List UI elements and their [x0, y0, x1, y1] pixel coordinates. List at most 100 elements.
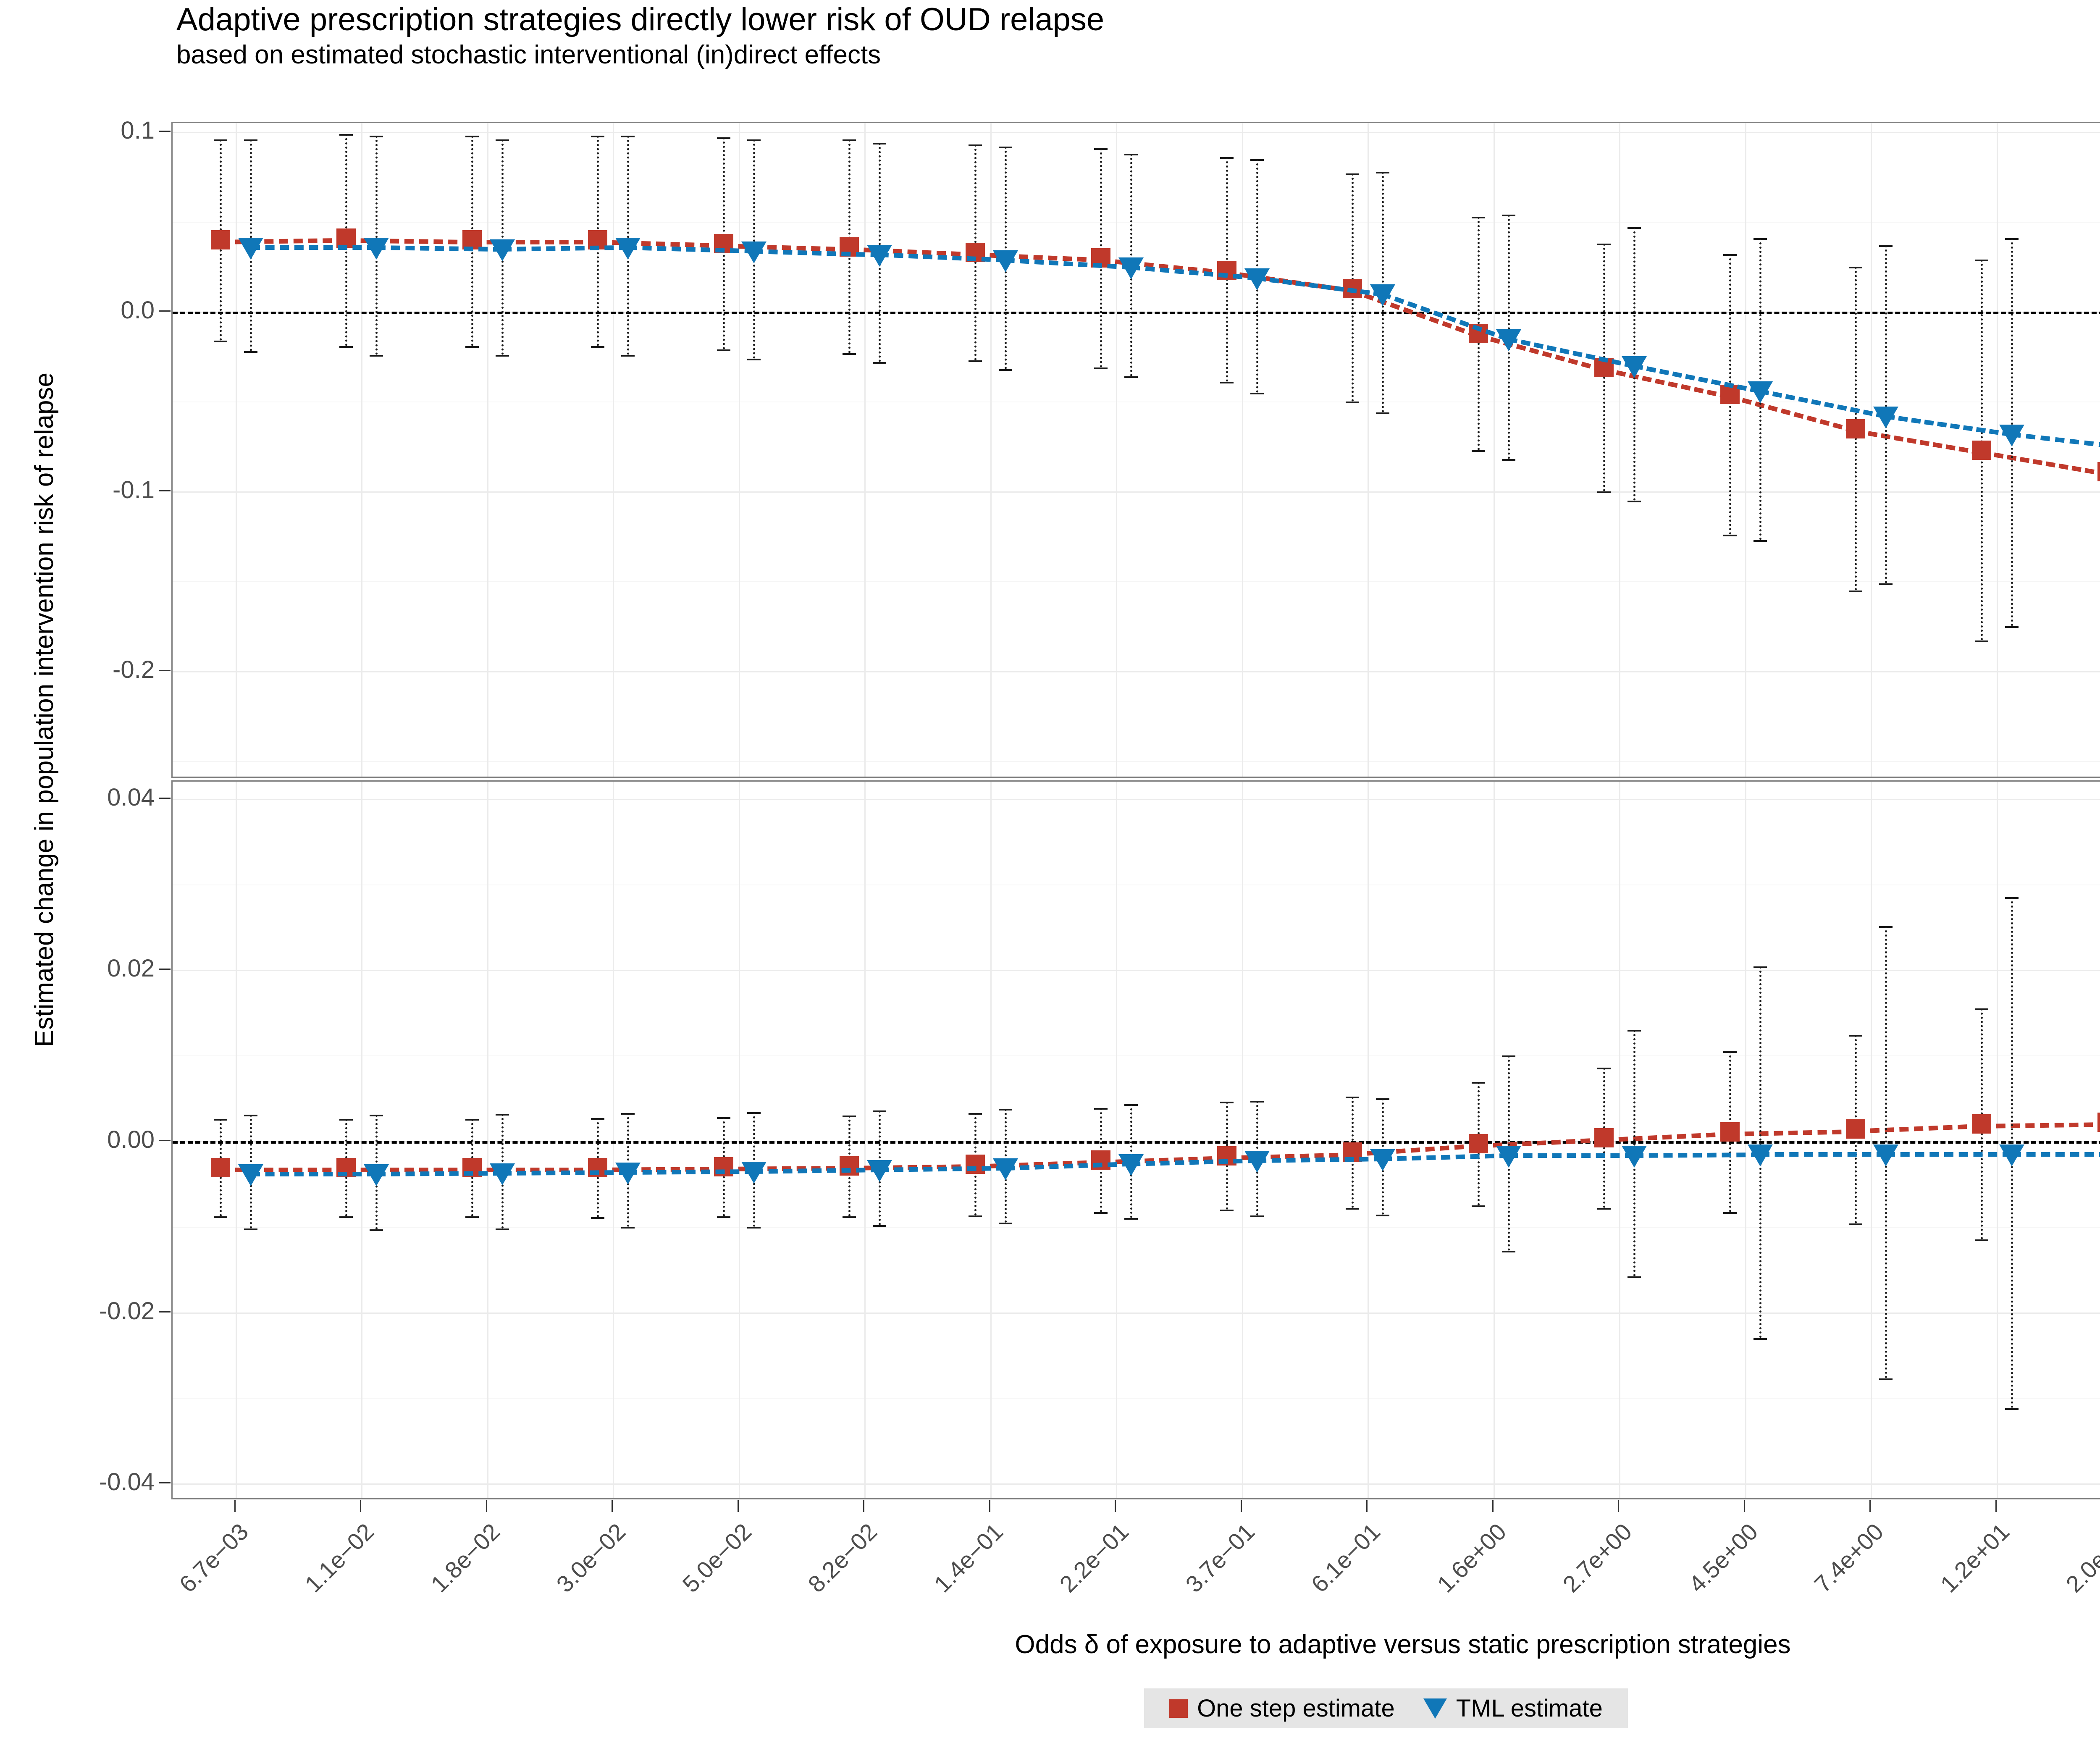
point-marker-one-step	[714, 234, 733, 253]
error-bar-cap	[1628, 500, 1641, 502]
y-tick-mark	[159, 969, 171, 970]
error-bar-cap	[747, 1112, 761, 1114]
y-tick-label: -0.1	[113, 476, 155, 504]
error-bar-cap	[873, 1225, 887, 1227]
error-bar-cap	[1502, 1250, 1515, 1252]
line-one-step	[1855, 428, 1982, 455]
line-one-step	[1730, 1129, 1856, 1137]
line-tml	[250, 245, 377, 250]
error-bar-cap	[1502, 215, 1515, 217]
error-bar-cap	[1879, 1378, 1893, 1380]
point-marker-tml	[489, 1163, 515, 1186]
point-marker-tml	[615, 238, 641, 260]
point-marker-one-step	[210, 230, 230, 250]
error-bar-cap	[1094, 148, 1108, 150]
error-bar-cap	[968, 1215, 982, 1218]
point-marker-one-step	[2097, 1113, 2100, 1132]
error-bar-cap	[717, 1216, 730, 1218]
error-bar-cap	[998, 1108, 1012, 1110]
error-bar-cap	[843, 1216, 856, 1218]
line-tml	[376, 1171, 503, 1177]
error-bar-cap	[1124, 1104, 1138, 1106]
point-marker-one-step	[1720, 1122, 1740, 1142]
panel-direct-effect	[171, 122, 2100, 778]
error-bar-cap	[1094, 1212, 1108, 1214]
y-tick-mark	[159, 1140, 171, 1141]
line-tml	[250, 1172, 377, 1177]
error-bar-cap	[1974, 640, 1988, 643]
point-marker-tml	[992, 250, 1018, 272]
error-bar-cap	[465, 346, 479, 348]
error-bar-cap	[621, 1226, 635, 1228]
error-bar-cap	[244, 351, 257, 353]
error-bar-cap	[2005, 1408, 2019, 1410]
point-marker-tml	[238, 238, 263, 260]
error-bar-cap	[968, 360, 982, 362]
legend-item-one-step[interactable]: One step estimate	[1155, 1694, 1409, 1722]
error-bar-cap	[465, 1119, 479, 1121]
point-marker-tml	[1496, 329, 1521, 352]
error-bar-cap	[244, 1228, 257, 1230]
y-tick-mark	[159, 670, 171, 672]
error-bar-cap	[1753, 1338, 1767, 1340]
error-bar-cap	[1597, 1067, 1611, 1069]
line-one-step	[346, 1168, 472, 1173]
x-tick-mark	[1366, 1500, 1368, 1512]
x-tick-mark	[863, 1500, 865, 1512]
error-bar-cap	[968, 1113, 982, 1115]
point-marker-one-step	[965, 1155, 985, 1174]
point-marker-one-step	[1343, 278, 1362, 298]
error-bar-cap	[213, 1119, 227, 1121]
page-subtitle: based on estimated stochastic interventi…	[176, 40, 881, 69]
point-marker-one-step	[336, 228, 356, 248]
x-tick-mark	[1869, 1500, 1871, 1512]
error-bar-cap	[1250, 159, 1264, 161]
y-tick-label: -0.04	[99, 1468, 155, 1496]
point-marker-tml	[615, 1163, 641, 1185]
error-bar-cap	[843, 139, 856, 141]
point-marker-one-step	[1343, 1142, 1362, 1162]
panel-indirect-effect	[171, 780, 2100, 1499]
x-tick-mark	[1995, 1500, 1997, 1512]
triangle-down-marker-icon	[1423, 1698, 1447, 1719]
error-bar-cap	[1124, 376, 1138, 378]
y-tick-label: 0.04	[107, 783, 155, 811]
error-bar-cap	[621, 135, 635, 137]
y-tick-label: -0.2	[113, 656, 155, 684]
error-bar-cap	[370, 1229, 383, 1231]
error-bar-cap	[1502, 459, 1515, 461]
error-bar-cap	[1628, 1030, 1641, 1032]
point-marker-tml	[1873, 407, 1899, 429]
point-marker-one-step	[462, 230, 482, 250]
point-marker-one-step	[2097, 462, 2100, 482]
y-tick-mark	[159, 797, 171, 799]
error-bar-cap	[873, 1110, 887, 1112]
error-bar-cap	[1974, 1008, 1988, 1011]
error-bar-cap	[1879, 245, 1893, 247]
point-marker-tml	[1873, 1144, 1899, 1167]
point-marker-tml	[1118, 257, 1144, 280]
error-bar-cap	[843, 353, 856, 355]
error-bar-cap	[1124, 153, 1138, 155]
error-bar-cap	[1597, 491, 1611, 494]
legend-item-tml[interactable]: TML estimate	[1409, 1694, 1617, 1722]
point-marker-tml	[1496, 1145, 1521, 1168]
error-bar-cap	[1376, 1215, 1390, 1217]
error-bar-cap	[1094, 368, 1108, 369]
point-marker-one-step	[1594, 1128, 1614, 1147]
error-bar-cap	[1849, 590, 1862, 592]
y-tick-label: -0.02	[99, 1297, 155, 1325]
legend-label: One step estimate	[1197, 1695, 1395, 1722]
error-bar-cap	[1471, 1205, 1485, 1207]
error-bar-cap	[591, 1118, 604, 1120]
error-bar-cap	[1753, 966, 1767, 969]
error-bar-cap	[1628, 227, 1641, 229]
error-bar-cap	[1471, 1082, 1485, 1084]
error-bar-cap	[2005, 626, 2019, 628]
line-one-step	[1980, 450, 2100, 477]
point-marker-tml	[1244, 1150, 1270, 1173]
line-tml	[1760, 1152, 1886, 1157]
error-bar-cap	[1753, 540, 1767, 542]
x-tick-mark	[1240, 1500, 1242, 1512]
y-axis-title: Estimated change in population intervent…	[30, 372, 59, 1047]
